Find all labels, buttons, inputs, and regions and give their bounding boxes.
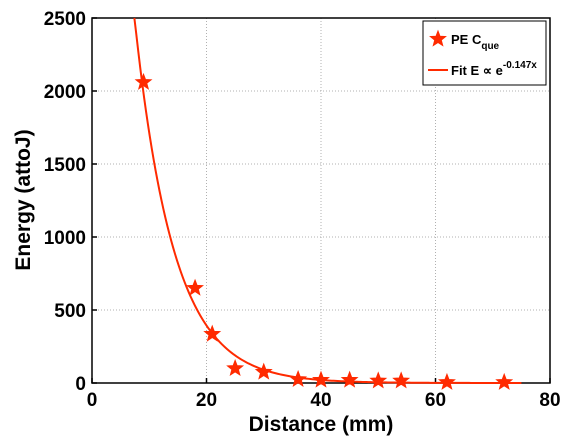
legend: PE Cque Fit E ∝ e-0.147x <box>422 20 547 86</box>
data-point-star <box>312 370 330 388</box>
y-tick-label: 2000 <box>44 82 86 103</box>
data-point-star <box>134 72 153 90</box>
y-tick-label: 2500 <box>44 9 86 30</box>
legend-series-1-label: PE Cque <box>451 32 500 52</box>
fit-curve <box>133 17 522 384</box>
x-axis-label: Distance (mm) <box>249 413 394 436</box>
data-point-star <box>186 278 204 296</box>
data-point-star <box>495 372 514 390</box>
data-points <box>134 72 514 390</box>
legend-series-1-name: PE C <box>451 32 482 47</box>
x-ticks: 0 20 40 60 80 <box>87 378 561 411</box>
data-point-star <box>254 362 273 380</box>
data-point-star <box>369 371 388 389</box>
y-axis-label: Energy (attoJ) <box>12 129 35 270</box>
legend-box <box>422 20 547 86</box>
x-tick-label: 20 <box>196 390 217 411</box>
data-point-star <box>203 324 222 342</box>
legend-series-1-subscript: que <box>481 41 499 52</box>
legend-series-2-name: Fit E ∝ e <box>451 63 503 78</box>
legend-series-2-superscript: -0.147x <box>503 60 537 71</box>
y-tick-label: 1500 <box>44 155 86 176</box>
legend-star-marker <box>429 29 447 47</box>
x-tick-label: 0 <box>87 390 98 411</box>
x-tick-label: 60 <box>425 390 446 411</box>
y-tick-label: 500 <box>54 301 86 322</box>
x-tick-label: 40 <box>310 390 331 411</box>
x-tick-label: 80 <box>539 390 560 411</box>
data-point-star <box>289 369 308 387</box>
legend-series-2-label: Fit E ∝ e-0.147x <box>451 60 537 78</box>
data-point-star <box>226 358 245 377</box>
data-point-star <box>392 371 411 389</box>
y-tick-label: 1000 <box>44 228 86 249</box>
y-tick-label: 0 <box>75 374 86 395</box>
data-point-star <box>438 372 456 390</box>
y-ticks: 0 500 1000 1500 2000 2500 <box>44 9 97 395</box>
data-point-star <box>340 370 359 388</box>
